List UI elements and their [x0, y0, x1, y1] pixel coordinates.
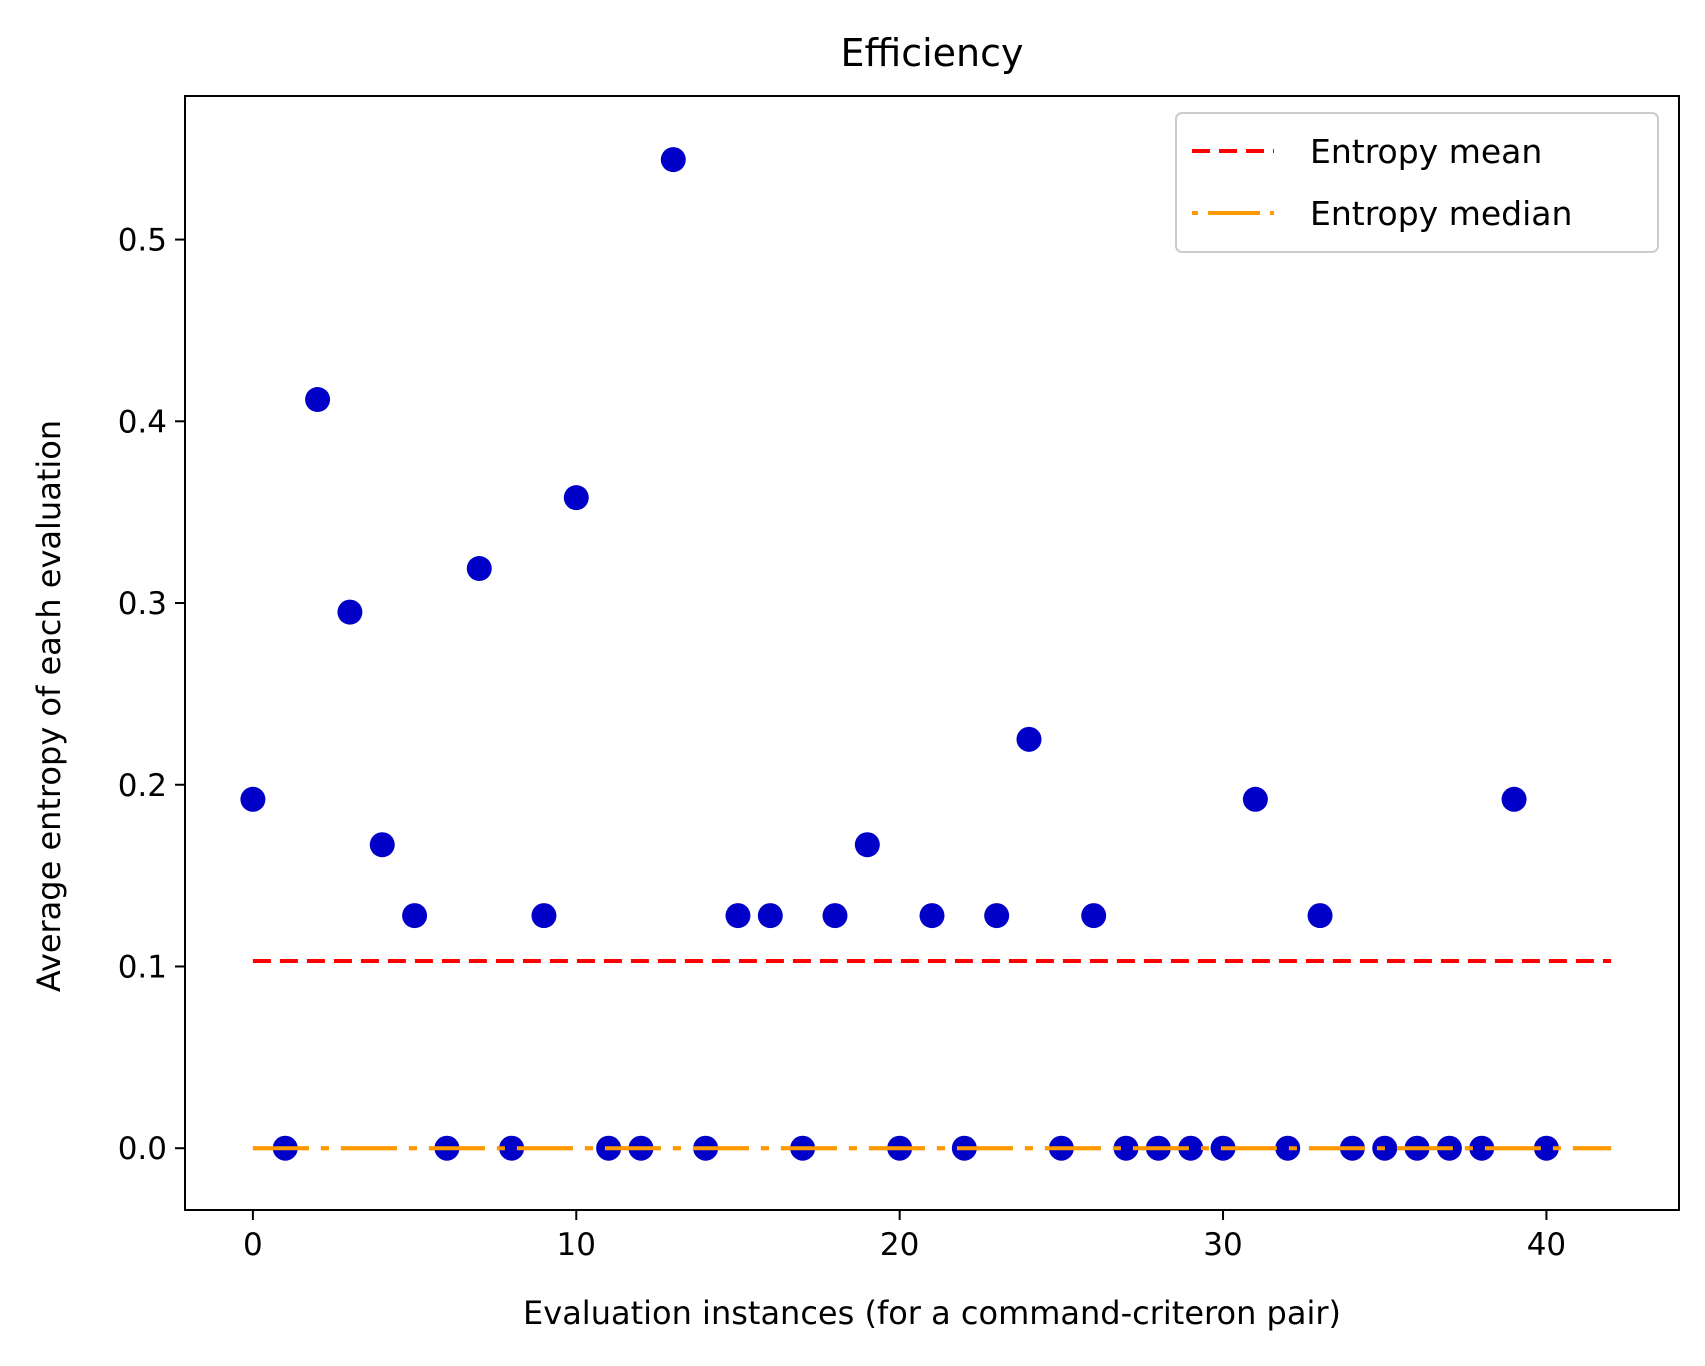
chart-title: Efficiency: [840, 31, 1023, 75]
data-point: [305, 386, 331, 412]
data-point: [240, 786, 266, 812]
y-tick-label: 0.3: [118, 586, 167, 622]
data-point: [822, 903, 848, 929]
legend-box: [1175, 112, 1659, 253]
data-point: [1113, 1135, 1139, 1161]
data-point: [984, 903, 1010, 929]
data-point: [1178, 1135, 1204, 1161]
data-point: [1501, 786, 1527, 812]
data-point: [369, 832, 395, 858]
data-point: [1081, 903, 1107, 929]
data-point: [1307, 903, 1333, 929]
data-point: [660, 147, 686, 173]
y-tick-label: 0.1: [118, 949, 167, 985]
data-point: [1242, 786, 1268, 812]
plot-layer: [240, 147, 1612, 1161]
data-point: [337, 599, 363, 625]
x-tick-label: 30: [1203, 1227, 1242, 1263]
data-point: [854, 832, 880, 858]
legend-mean-label: Entropy mean: [1310, 132, 1542, 171]
y-tick-label: 0.4: [118, 404, 167, 440]
x-tick-label: 20: [880, 1227, 919, 1263]
x-axis-ticks: 0 10 20 30 40: [243, 1210, 1566, 1263]
data-point: [1469, 1135, 1495, 1161]
data-point: [1275, 1135, 1301, 1161]
x-tick-label: 0: [243, 1227, 263, 1263]
data-point: [531, 903, 557, 929]
data-point: [757, 903, 783, 929]
data-point: [402, 903, 428, 929]
y-tick-label: 0.5: [118, 223, 167, 259]
data-point: [725, 903, 751, 929]
y-axis-ticks: 0.0 0.1 0.2 0.3 0.4 0.5: [118, 223, 185, 1167]
y-axis-label: Average entropy of each evaluation: [30, 420, 68, 992]
data-point: [466, 555, 492, 581]
data-point: [499, 1135, 525, 1161]
legend-median-label: Entropy median: [1310, 194, 1572, 233]
plot-frame: [184, 95, 1680, 1211]
x-axis-label: Evaluation instances (for a command-crit…: [523, 1294, 1341, 1332]
data-point: [919, 903, 945, 929]
x-tick-label: 10: [557, 1227, 596, 1263]
data-point: [1016, 726, 1042, 752]
data-point: [1533, 1135, 1559, 1161]
y-tick-label: 0.2: [118, 768, 167, 804]
legend: Entropy mean Entropy median: [1175, 112, 1659, 253]
data-point: [563, 485, 589, 511]
y-tick-label: 0.0: [118, 1131, 167, 1167]
x-tick-label: 40: [1527, 1227, 1566, 1263]
